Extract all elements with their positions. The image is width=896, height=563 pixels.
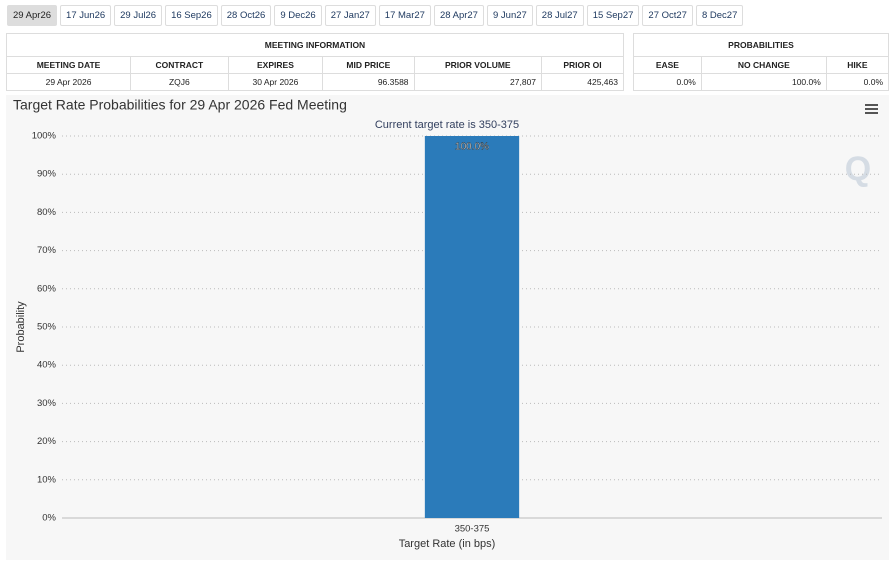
y-tick-label: 60% bbox=[37, 283, 57, 294]
cell: 425,463 bbox=[541, 73, 624, 91]
header-row: MEETING DATE CONTRACT EXPIRES MID PRICE PRIO… bbox=[5, 56, 624, 74]
bar bbox=[424, 136, 520, 518]
cell: 0.0% bbox=[633, 73, 702, 91]
tab[interactable]: 28 Jul27 bbox=[535, 5, 584, 26]
menu-button[interactable] bbox=[865, 104, 878, 114]
y-tick-label: 0% bbox=[42, 513, 56, 524]
cell: 29 Apr 2026 bbox=[5, 73, 132, 91]
tab[interactable]: 27 Oct27 bbox=[642, 5, 693, 26]
chart-subtitle: Current target rate is 350-375 bbox=[375, 119, 519, 131]
meeting-info-table: MEETING INFORMATION MEETING DATE CONTRACT E… bbox=[5, 33, 624, 91]
column-header: HIKE bbox=[825, 56, 890, 74]
header-row: EASE NO CHANGE HIKE bbox=[633, 56, 890, 74]
cell: 30 Apr 2026 bbox=[227, 73, 324, 91]
tab[interactable]: 29 Jul26 bbox=[114, 5, 163, 26]
cell: 0.0% bbox=[825, 73, 890, 91]
data-label: 100.0% bbox=[455, 142, 489, 153]
cell: 27,807 bbox=[413, 73, 543, 91]
cell: ZQJ6 bbox=[130, 73, 229, 91]
y-tick-label: 10% bbox=[37, 474, 57, 485]
y-tick-label: 80% bbox=[37, 207, 57, 218]
cell: 96.3588 bbox=[322, 73, 415, 91]
y-tick-label: 30% bbox=[37, 398, 57, 409]
tab[interactable]: 8 Dec27 bbox=[695, 5, 744, 26]
y-tick-label: 20% bbox=[37, 436, 57, 447]
y-tick-label: 100% bbox=[32, 131, 57, 142]
table-title: MEETING INFORMATION bbox=[6, 33, 624, 57]
column-header: EASE bbox=[633, 56, 702, 74]
tab[interactable]: 15 Sep27 bbox=[586, 5, 640, 26]
column-header: MID PRICE bbox=[322, 56, 415, 74]
tab[interactable]: 17 Mar27 bbox=[378, 5, 431, 26]
column-header: NO CHANGE bbox=[700, 56, 827, 74]
tab[interactable]: 9 Dec26 bbox=[274, 5, 322, 26]
column-header: PRIOR OI bbox=[541, 56, 624, 74]
y-tick-label: 70% bbox=[37, 245, 57, 256]
tab[interactable]: 29 Apr26 bbox=[7, 5, 58, 26]
meeting-tabs: 29 Apr26 17 Jun26 29 Jul26 16 Sep26 28 Oct26… bbox=[7, 5, 744, 26]
column-header: PRIOR VOLUME bbox=[413, 56, 543, 74]
tab[interactable]: 28 Oct26 bbox=[220, 5, 272, 26]
y-tick-label: 40% bbox=[37, 360, 57, 371]
y-tick-label: 50% bbox=[37, 322, 57, 333]
tab[interactable]: 27 Jan27 bbox=[324, 5, 376, 26]
column-header: CONTRACT bbox=[130, 56, 229, 74]
x-axis-title: Target Rate (in bps) bbox=[399, 538, 496, 550]
data-row: 29 Apr 2026 ZQJ6 30 Apr 2026 96.3588 27,807 4… bbox=[5, 73, 624, 91]
data-row: 0.0% 100.0% 0.0% bbox=[633, 73, 890, 91]
probabilities-table: PROBABILITIES EASE NO CHANGE HIKE 0.0% 100.0%… bbox=[633, 33, 890, 91]
cell: 100.0% bbox=[700, 73, 827, 91]
column-header: MEETING DATE bbox=[5, 56, 132, 74]
chart: Target Rate Probabilities for 29 Apr 202… bbox=[6, 95, 889, 560]
y-axis-title: Probability bbox=[15, 301, 27, 353]
watermark: Q bbox=[845, 150, 871, 188]
title-row: MEETING INFORMATION bbox=[6, 33, 624, 57]
x-tick-label: 350-375 bbox=[455, 524, 490, 535]
table-title: PROBABILITIES bbox=[633, 33, 889, 57]
title-row: PROBABILITIES bbox=[633, 33, 889, 57]
tab[interactable]: 28 Apr27 bbox=[433, 5, 484, 26]
tab[interactable]: 17 Jun26 bbox=[60, 5, 112, 26]
y-tick-label: 90% bbox=[37, 169, 57, 180]
tab[interactable]: 9 Jun27 bbox=[486, 5, 533, 26]
column-header: EXPIRES bbox=[227, 56, 324, 74]
chart-title: Target Rate Probabilities for 29 Apr 202… bbox=[13, 97, 347, 113]
tab[interactable]: 16 Sep26 bbox=[165, 5, 218, 26]
